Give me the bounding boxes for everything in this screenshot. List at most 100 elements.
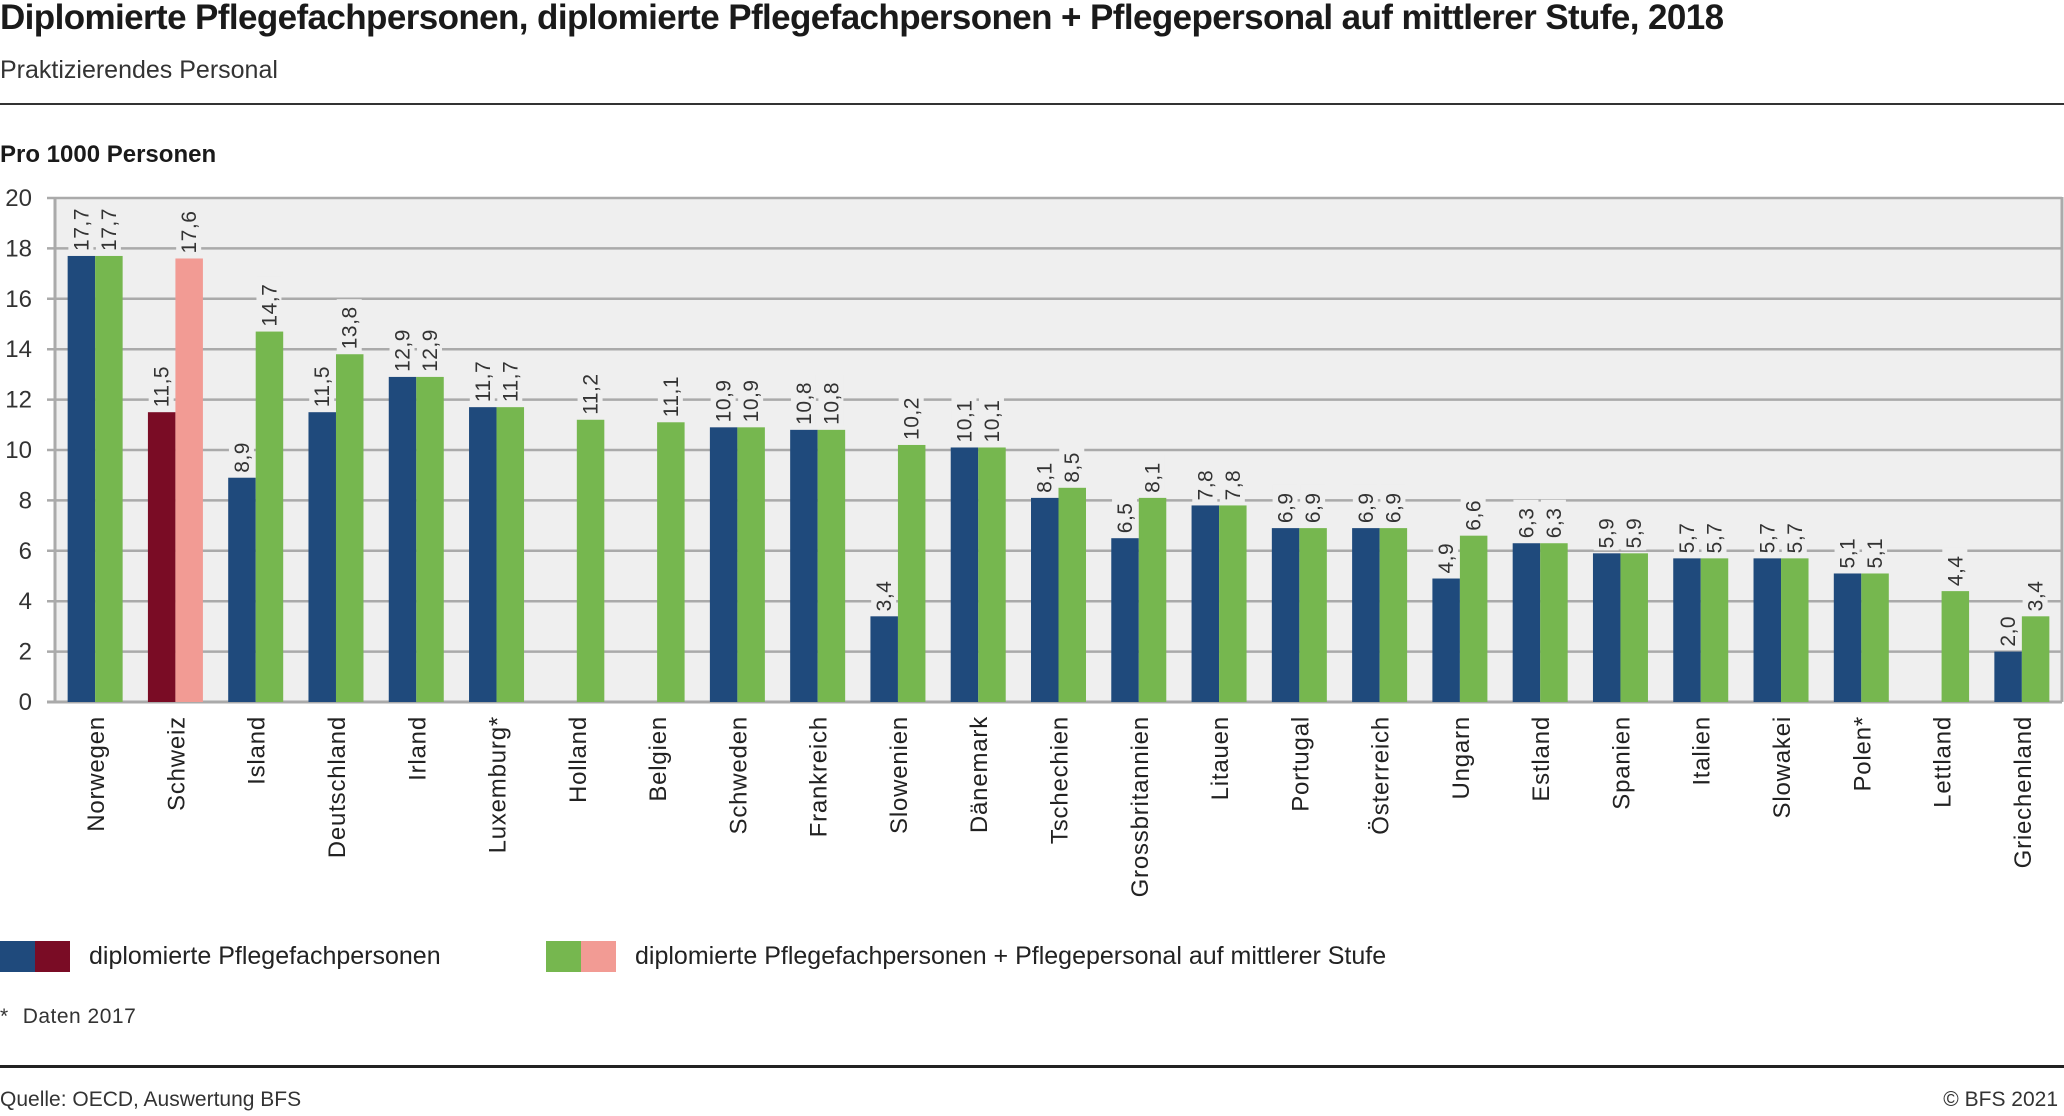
bar-series1 xyxy=(308,412,336,702)
header-divider xyxy=(0,103,2064,105)
y-tick-label: 16 xyxy=(5,286,32,313)
value-label: 6,9 xyxy=(1355,492,1378,523)
value-label-bg xyxy=(1781,514,1807,556)
value-label: 6,9 xyxy=(1302,492,1325,523)
x-tick-label: Holland xyxy=(565,716,592,803)
bar-series2 xyxy=(1138,497,1167,702)
y-tick-label: 6 xyxy=(19,538,32,565)
footer-divider xyxy=(0,1065,2064,1068)
bar-series1 xyxy=(1994,651,2022,702)
y-tick-label: 12 xyxy=(5,387,32,414)
y-tick-label: 14 xyxy=(5,336,32,363)
value-label-bg xyxy=(1995,608,2021,649)
value-label-bg xyxy=(389,321,415,374)
value-label: 13,8 xyxy=(339,306,362,349)
x-tick-label: Island xyxy=(244,716,271,785)
value-label-bg xyxy=(978,392,1004,445)
x-tick-label: Schweden xyxy=(725,716,752,834)
bar-series1 xyxy=(1271,528,1300,702)
x-tick-label: Slowenien xyxy=(886,716,913,834)
value-label-bg xyxy=(871,572,897,614)
footnote: * Daten 2017 xyxy=(0,1005,136,1029)
value-label: 11,7 xyxy=(472,361,495,402)
x-tick-label: Frankreich xyxy=(806,716,833,837)
value-label: 10,9 xyxy=(713,379,736,422)
value-label: 8,5 xyxy=(1061,452,1084,483)
bar-series1 xyxy=(870,616,898,702)
value-label-bg xyxy=(1352,484,1378,526)
value-label: 10,9 xyxy=(740,379,763,422)
value-label-bg xyxy=(818,374,844,427)
bar-series1 xyxy=(147,412,176,702)
bar-series1 xyxy=(1512,543,1541,702)
value-label: 3,4 xyxy=(873,581,896,612)
y-axis-unit-label: Pro 1000 Personen xyxy=(0,141,217,168)
bar-series2 xyxy=(737,427,765,702)
bar-series1 xyxy=(709,427,738,702)
value-label: 5,1 xyxy=(1837,538,1860,569)
x-tick-label: Estland xyxy=(1528,716,1555,802)
value-label: 10,2 xyxy=(901,397,924,440)
value-label: 8,9 xyxy=(231,442,254,473)
value-label-bg xyxy=(256,276,282,329)
value-label-bg xyxy=(1942,547,1968,589)
x-tick-label: Griechenland xyxy=(2010,716,2037,868)
bar-series2 xyxy=(335,354,364,702)
value-label: 6,6 xyxy=(1463,500,1486,531)
value-label-bg xyxy=(1621,509,1647,551)
bar-series2 xyxy=(1941,591,1970,702)
y-tick-label: 10 xyxy=(5,437,32,464)
bar-series1 xyxy=(1753,558,1782,702)
value-label-bg xyxy=(417,321,443,374)
y-tick-label: 18 xyxy=(5,235,32,262)
x-tick-label: Tschechien xyxy=(1047,716,1074,844)
legend-label-series2: diplomierte Pflegefachpersonen + Pflegep… xyxy=(635,942,1387,970)
value-label-bg xyxy=(657,367,683,420)
bar-series2 xyxy=(416,376,444,702)
value-label: 5,9 xyxy=(1596,518,1619,549)
x-tick-label: Ungarn xyxy=(1448,716,1475,800)
x-tick-label: Schweiz xyxy=(163,716,190,811)
bar-series1 xyxy=(67,255,96,702)
value-label-bg xyxy=(1593,509,1619,551)
x-tick-label: Dänemark xyxy=(966,716,993,833)
bar-series1 xyxy=(1031,497,1059,702)
bar-series2 xyxy=(175,258,203,702)
value-label-bg xyxy=(738,372,764,425)
bar-series2 xyxy=(1540,543,1568,702)
value-label-bg xyxy=(1460,492,1486,533)
value-label-bg xyxy=(1540,499,1566,541)
bar-series2 xyxy=(1459,535,1488,702)
value-label: 11,5 xyxy=(151,366,174,407)
y-axis-ticks: 0 2 4 6 8 10 12 14 16 18 20 xyxy=(5,185,32,716)
bar-series1 xyxy=(1111,538,1139,702)
value-label: 10,1 xyxy=(953,400,976,443)
x-tick-label: Norwegen xyxy=(83,716,110,832)
value-label-bg xyxy=(577,364,603,417)
bars xyxy=(67,255,2050,702)
x-tick-label: Polen* xyxy=(1849,716,1876,792)
legend-swatch-series2-primary xyxy=(546,941,581,972)
value-label: 4,4 xyxy=(1944,555,1967,586)
value-label: 5,7 xyxy=(1703,523,1726,554)
legend-swatch-series2-highlight xyxy=(581,941,616,972)
value-label-bg xyxy=(176,203,202,256)
value-label: 3,4 xyxy=(2025,581,2048,612)
value-label-bg xyxy=(1754,514,1780,556)
value-label-bg xyxy=(1862,529,1888,571)
x-tick-label: Portugal xyxy=(1287,716,1314,812)
chart-subtitle: Praktizierendes Personal xyxy=(0,56,278,84)
value-label-bg xyxy=(469,352,495,405)
value-label-bg xyxy=(1513,499,1539,541)
bar-series1 xyxy=(469,407,497,702)
bar-series1 xyxy=(388,376,417,702)
value-label-bg xyxy=(1219,461,1245,503)
value-label-bg xyxy=(951,392,977,445)
bar-series1 xyxy=(1432,578,1460,702)
x-tick-label: Irland xyxy=(404,716,431,781)
value-label-bg xyxy=(1300,484,1326,526)
value-label-bg xyxy=(790,374,816,427)
bar-series2 xyxy=(1620,553,1648,702)
value-label: 12,9 xyxy=(392,329,415,372)
value-label-bg xyxy=(1112,494,1138,536)
